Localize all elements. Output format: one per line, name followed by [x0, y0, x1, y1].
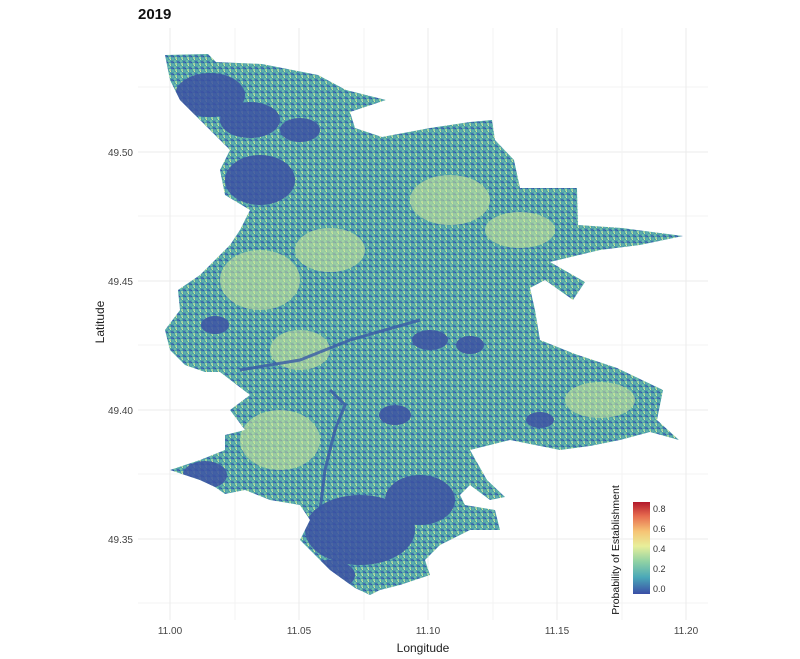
y-tick-label: 49.40	[108, 406, 133, 417]
x-tick-label: 11.20	[674, 626, 699, 637]
y-tick-label: 49.35	[108, 535, 133, 546]
x-axis-label: Longitude	[397, 641, 450, 655]
x-tick-label: 11.05	[287, 626, 312, 637]
map-title: 2019	[138, 6, 172, 23]
legend-tick-label: 0.6	[653, 524, 666, 534]
y-axis-label: Latitude	[93, 300, 107, 343]
legend-tick-label: 0.2	[653, 564, 666, 574]
y-tick-label: 49.50	[108, 148, 133, 159]
x-axis: 11.00 11.05 11.10 11.15 11.20 Longitude	[158, 626, 699, 655]
legend-tick-label: 0.0	[653, 584, 666, 594]
legend: 0.0 0.2 0.4 0.6 0.8 Probability of Estab…	[610, 485, 666, 615]
legend-colorbar	[633, 502, 650, 594]
x-tick-label: 11.10	[416, 626, 441, 637]
x-tick-label: 11.15	[545, 626, 570, 637]
legend-tick-label: 0.4	[653, 544, 666, 554]
legend-tick-label: 0.8	[653, 504, 666, 514]
x-tick-label: 11.00	[158, 626, 183, 637]
legend-title: Probability of Establishment	[610, 485, 622, 615]
y-tick-label: 49.45	[108, 277, 133, 288]
y-axis: 49.35 49.40 49.45 49.50 Latitude	[93, 148, 133, 546]
